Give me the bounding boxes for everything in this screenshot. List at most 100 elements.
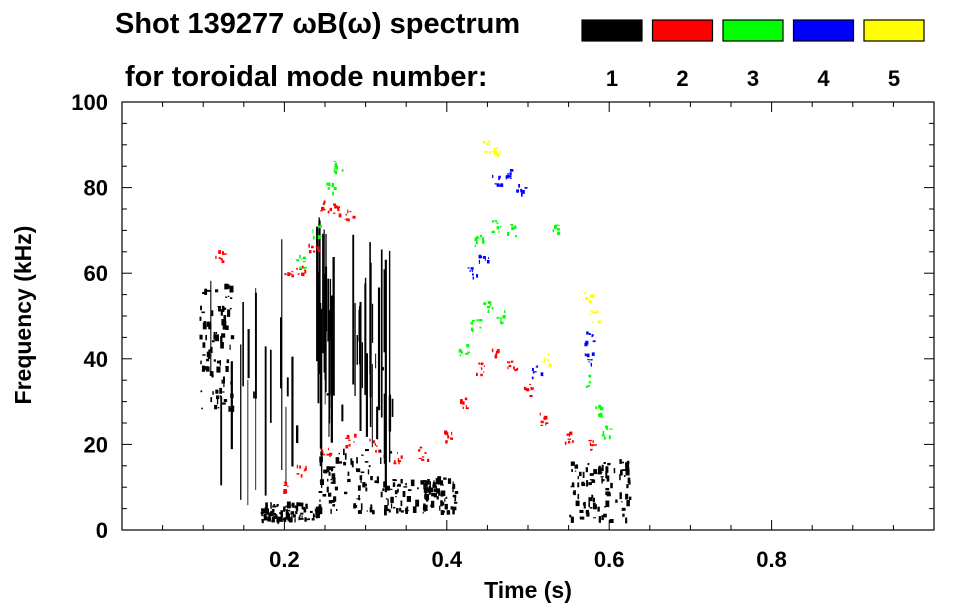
spectrum-blob-mark	[410, 479, 415, 487]
spectrum-point	[470, 267, 474, 270]
spectrum-point	[341, 169, 344, 172]
spectrum-blob-mark	[591, 494, 594, 498]
spectrum-point	[460, 400, 463, 405]
spectrum-blob-mark	[393, 506, 396, 509]
spectrum-point	[333, 203, 336, 206]
spectrum-point	[499, 150, 501, 154]
spectrum-point	[590, 294, 594, 298]
spectrum-blob-mark	[601, 464, 604, 472]
spectrum-blob-mark	[230, 335, 235, 340]
spectrum-blob-mark	[588, 497, 593, 502]
spectrum-blob-mark	[628, 496, 632, 500]
spectrum-blob-mark	[431, 493, 435, 497]
spectrum-point	[602, 430, 605, 435]
spectrum-point	[349, 211, 352, 213]
spectrum-point	[467, 351, 470, 354]
spectrum-point	[588, 439, 592, 442]
spectrum-blob-mark	[334, 486, 338, 491]
spectrum-blob-mark	[358, 495, 360, 501]
spectrum-blob-mark	[216, 395, 220, 400]
spectrum-blob-mark	[438, 493, 441, 496]
spectrum-point	[514, 225, 517, 229]
spectrum-blob-mark	[272, 505, 277, 508]
spectrum-point	[300, 474, 303, 478]
spectrum-point	[554, 225, 557, 229]
spectrum-blob-mark	[273, 513, 277, 516]
spectrum-blob-mark	[621, 507, 626, 511]
spectrum-blob-mark	[360, 471, 365, 474]
spectrum-blob-mark	[605, 466, 609, 473]
spectrum-blob-mark	[230, 406, 235, 412]
spectrum-blob-mark	[625, 462, 630, 469]
spectrum-blob-mark	[332, 504, 336, 507]
spectrum-blob-mark	[387, 498, 389, 506]
spectrum-point	[221, 260, 225, 264]
spectrum-blob-mark	[581, 481, 585, 485]
spectrum-point	[557, 231, 561, 236]
spectrum-point	[376, 445, 378, 447]
spectrum-point	[507, 231, 510, 236]
spectrum-point	[297, 273, 300, 275]
spectrum-point	[218, 257, 221, 260]
spectrum-blob-mark	[592, 473, 594, 476]
x-tick-label: 0.6	[594, 547, 625, 572]
spectrum-point	[590, 359, 593, 361]
spectrum-blob-mark	[454, 491, 459, 494]
legend-swatch-3	[722, 19, 784, 42]
spectrum-blob-mark	[215, 389, 219, 394]
spectrum-point	[488, 140, 491, 144]
spectrum-blob-mark	[332, 466, 336, 468]
chart-subtitle: for toroidal mode number:	[125, 61, 488, 93]
spectrum-point	[589, 313, 591, 316]
spectrum-blob-mark	[338, 452, 340, 455]
spectrum-point	[599, 416, 604, 418]
spectrum-blob-mark	[271, 508, 275, 513]
spectrum-blob-mark	[365, 449, 369, 452]
spectrum-point	[373, 440, 376, 443]
spectrum-point	[592, 340, 596, 343]
spectrum-blob-mark	[327, 478, 329, 482]
spectrum-blob-mark	[299, 517, 304, 520]
spectrum-point	[498, 184, 501, 187]
spectrum-point	[532, 371, 535, 374]
spectrum-blob-mark	[277, 503, 279, 506]
spectrum-blob-mark	[575, 500, 580, 507]
spectrum-point	[494, 152, 497, 156]
x-tick-label: 0.4	[432, 547, 463, 572]
spectrum-blob-mark	[206, 289, 211, 292]
spectrum-blob-mark	[220, 336, 223, 343]
spectrum-blob-mark	[579, 509, 584, 513]
spectrum-blob-mark	[213, 335, 216, 340]
spectrum-point	[513, 366, 515, 370]
spectrum-blob-mark	[588, 482, 592, 486]
spectrum-point	[299, 266, 302, 270]
spectrum-point	[329, 452, 333, 456]
spectrum-blob-mark	[380, 457, 382, 464]
spectrum-blob-mark	[270, 502, 272, 509]
spectrum-blob-mark	[423, 488, 428, 493]
spectrum-point	[543, 358, 546, 362]
spectrum-point	[296, 259, 299, 262]
spectrum-point	[494, 355, 498, 359]
spectrum-blob-mark	[299, 514, 301, 518]
spectrum-point	[591, 352, 595, 356]
spectrum-blob-mark	[219, 387, 222, 394]
spectrum-point	[571, 440, 574, 443]
spectrum-blob-mark	[422, 506, 426, 511]
spectrum-blob-mark	[406, 496, 411, 502]
spectrum-blob-mark	[366, 510, 368, 512]
spectrum-blob-mark	[440, 500, 443, 507]
spectrum-blob-mark	[223, 315, 227, 322]
spectrum-point	[594, 311, 598, 314]
legend: 1 2 3 4 5	[581, 19, 925, 91]
spectrum-blob-mark	[406, 506, 409, 510]
spectrum-point	[320, 448, 322, 450]
spectrum-point	[393, 460, 396, 463]
spectrum-point	[424, 452, 427, 454]
chart-title: Shot 139277 ωB(ω) spectrum	[115, 8, 520, 40]
spectrum-point	[491, 348, 494, 353]
y-tick-label: 20	[84, 432, 108, 457]
spectrum-blob-mark	[200, 305, 202, 311]
spectrum-point	[465, 352, 469, 355]
spectrum-blob-mark	[394, 490, 398, 495]
